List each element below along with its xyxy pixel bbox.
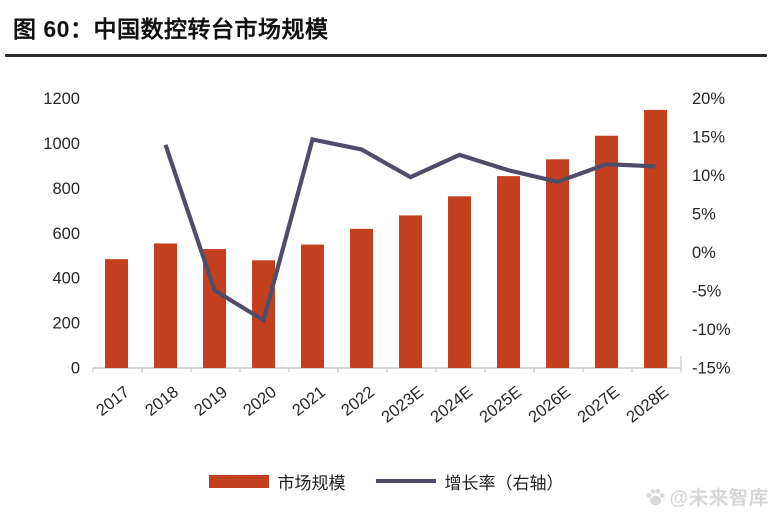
left-axis-tick-label: 1000 — [43, 135, 80, 153]
right-axis-tick-label: -15% — [692, 360, 731, 378]
x-axis-label: 2023E — [378, 383, 427, 427]
x-axis-label: 2019 — [191, 383, 231, 420]
x-axis-label: 2025E — [476, 383, 525, 427]
x-axis-label: 2028E — [623, 383, 672, 427]
bar-2017 — [105, 259, 129, 368]
growth-rate-line — [163, 137, 656, 324]
right-axis-tick-label: -10% — [692, 321, 731, 339]
x-axis-label: 2020 — [240, 383, 280, 420]
legend-item-market-size: 市场规模 — [208, 469, 346, 494]
x-axis-label: 2022 — [338, 383, 378, 420]
bar-2026E — [546, 159, 570, 368]
bar-2022 — [350, 228, 374, 368]
right-axis-tick-label: 5% — [692, 206, 716, 224]
right-axis-tick-label: 20% — [692, 90, 725, 108]
legend-label: 市场规模 — [277, 473, 346, 493]
right-axis-tick-label: 15% — [692, 129, 725, 147]
bar-swatch-icon — [208, 474, 269, 488]
right-axis-tick-label: 0% — [692, 244, 716, 262]
left-axis-tick-label: 600 — [52, 225, 80, 243]
right-axis-tick-label: -5% — [692, 283, 722, 301]
x-axis-label: 2024E — [427, 383, 476, 427]
bar-2025E — [497, 176, 521, 368]
line-swatch-icon — [375, 479, 436, 483]
chart-legend: 市场规模 增长率（右轴） — [0, 467, 772, 495]
bar-2023E — [399, 215, 423, 368]
watermark-text: @未来智库 — [669, 487, 769, 509]
left-axis-tick-label: 1200 — [43, 90, 80, 108]
paw-icon — [646, 488, 665, 505]
watermark: @未来智库 — [645, 483, 769, 509]
bar-2018 — [154, 243, 178, 368]
left-axis-tick-label: 0 — [71, 360, 80, 378]
bar-2027E — [595, 135, 619, 368]
left-axis-tick-label: 800 — [52, 180, 80, 198]
x-axis-label: 2027E — [574, 383, 623, 427]
right-axis-tick-label: 10% — [692, 167, 725, 185]
x-axis-label: 2017 — [93, 383, 133, 420]
bar-2028E — [644, 109, 668, 368]
figure-title: 图 60：中国数控转台市场规模 — [13, 16, 329, 42]
left-axis-tick-label: 400 — [52, 270, 80, 288]
x-axis-label: 2026E — [525, 383, 574, 427]
bar-2024E — [448, 196, 472, 368]
x-axis-label: 2018 — [142, 383, 182, 420]
bar-2021 — [301, 244, 325, 368]
combo-chart: 0 200 400 600 800 1000 1200 -15% -10% -5% 0% 5% 10% 1… — [43, 90, 731, 427]
legend-item-growth-rate: 增长率（右轴） — [375, 469, 564, 494]
left-axis-tick-label: 200 — [52, 315, 80, 333]
legend-label: 增长率（右轴） — [444, 473, 564, 493]
x-axis-label: 2021 — [289, 383, 329, 420]
title-underline — [5, 54, 767, 57]
